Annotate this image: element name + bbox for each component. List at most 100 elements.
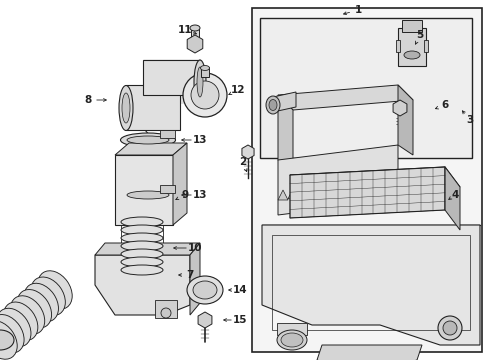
Bar	[160, 185, 175, 193]
Polygon shape	[297, 188, 307, 198]
Polygon shape	[278, 190, 287, 200]
Ellipse shape	[186, 276, 223, 304]
Ellipse shape	[121, 249, 163, 259]
Text: 2: 2	[239, 157, 246, 167]
Text: 7: 7	[186, 270, 193, 280]
Bar	[160, 130, 175, 138]
Ellipse shape	[121, 265, 163, 275]
Ellipse shape	[281, 333, 303, 347]
Polygon shape	[327, 184, 337, 194]
Circle shape	[442, 321, 456, 335]
Ellipse shape	[0, 315, 24, 353]
Text: 10: 10	[187, 243, 202, 253]
Polygon shape	[289, 167, 444, 218]
Polygon shape	[272, 92, 295, 112]
Ellipse shape	[127, 191, 169, 199]
Polygon shape	[276, 323, 306, 335]
Text: 3: 3	[466, 115, 473, 125]
Ellipse shape	[38, 271, 72, 309]
Text: 13: 13	[192, 190, 207, 200]
Bar	[126, 85, 180, 130]
Polygon shape	[444, 167, 459, 230]
Ellipse shape	[276, 330, 306, 350]
Bar	[191, 28, 199, 42]
Ellipse shape	[121, 225, 163, 235]
Polygon shape	[173, 143, 186, 225]
Polygon shape	[395, 40, 399, 52]
Ellipse shape	[31, 277, 65, 315]
Polygon shape	[397, 85, 412, 155]
Bar	[115, 155, 173, 225]
Polygon shape	[317, 185, 327, 195]
Polygon shape	[278, 145, 397, 215]
Text: 9: 9	[181, 190, 188, 200]
Ellipse shape	[0, 330, 14, 350]
Polygon shape	[357, 180, 367, 190]
Text: 12: 12	[230, 85, 245, 95]
Ellipse shape	[119, 86, 133, 131]
Ellipse shape	[10, 296, 44, 334]
Ellipse shape	[121, 257, 163, 267]
Text: 5: 5	[415, 30, 423, 40]
Ellipse shape	[121, 217, 163, 227]
Ellipse shape	[194, 60, 205, 104]
Text: 13: 13	[192, 135, 207, 145]
Text: 14: 14	[232, 285, 247, 295]
Ellipse shape	[17, 289, 51, 328]
Polygon shape	[95, 255, 190, 315]
Polygon shape	[367, 179, 377, 189]
Ellipse shape	[0, 321, 17, 359]
Ellipse shape	[122, 93, 130, 123]
Polygon shape	[278, 95, 292, 175]
Bar	[271, 235, 469, 330]
Ellipse shape	[403, 51, 419, 59]
Bar	[201, 67, 208, 77]
Ellipse shape	[268, 99, 276, 111]
Polygon shape	[377, 178, 387, 188]
Bar	[251, 8, 481, 352]
Bar	[401, 20, 421, 32]
Polygon shape	[262, 225, 479, 345]
Ellipse shape	[120, 188, 175, 202]
Bar	[121, 216, 163, 274]
Polygon shape	[387, 177, 397, 187]
Polygon shape	[347, 181, 357, 192]
Ellipse shape	[121, 233, 163, 243]
Ellipse shape	[193, 281, 217, 299]
Ellipse shape	[24, 283, 59, 322]
Ellipse shape	[197, 67, 203, 97]
Bar	[155, 300, 177, 318]
Text: 4: 4	[450, 190, 458, 200]
Ellipse shape	[120, 133, 175, 147]
Circle shape	[183, 73, 226, 117]
Text: 8: 8	[84, 95, 91, 105]
Polygon shape	[115, 143, 186, 155]
Circle shape	[437, 316, 461, 340]
Polygon shape	[126, 85, 180, 130]
Polygon shape	[337, 183, 347, 193]
Bar	[260, 18, 471, 158]
Text: 6: 6	[441, 100, 447, 110]
Text: 15: 15	[232, 315, 247, 325]
Ellipse shape	[3, 302, 38, 341]
Polygon shape	[307, 186, 317, 197]
Polygon shape	[316, 345, 421, 360]
Polygon shape	[142, 60, 200, 104]
Text: 1: 1	[354, 5, 361, 15]
Circle shape	[161, 308, 171, 318]
Text: 11: 11	[177, 25, 192, 35]
Polygon shape	[423, 40, 427, 52]
Ellipse shape	[127, 136, 169, 144]
Ellipse shape	[0, 308, 31, 347]
Ellipse shape	[121, 241, 163, 251]
Ellipse shape	[190, 25, 200, 31]
Polygon shape	[287, 189, 297, 199]
Circle shape	[191, 81, 219, 109]
Bar	[397, 28, 425, 66]
Polygon shape	[289, 167, 459, 195]
Ellipse shape	[200, 66, 209, 71]
Polygon shape	[278, 85, 412, 110]
Polygon shape	[190, 243, 200, 315]
Bar	[142, 60, 200, 95]
Ellipse shape	[265, 96, 280, 114]
